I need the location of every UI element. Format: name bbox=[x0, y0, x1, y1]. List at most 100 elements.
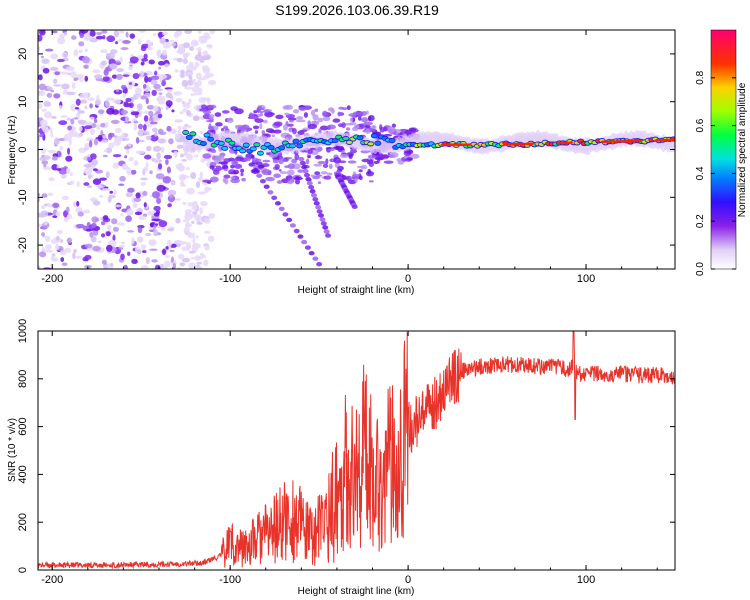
spectrogram-ytick-label: 0 bbox=[17, 146, 29, 152]
spectrogram-noise-cell bbox=[170, 179, 176, 186]
spectrogram-noise-cell bbox=[199, 207, 203, 215]
spectrogram-noise-cell bbox=[181, 159, 187, 162]
spectrogram-scatter-cell bbox=[256, 161, 263, 166]
spectrogram-noise-cell bbox=[163, 260, 171, 268]
spectrogram-noise-cell bbox=[207, 235, 215, 243]
spectrogram-scatter-cell bbox=[261, 130, 266, 135]
spectrogram-scatter-cell bbox=[209, 165, 215, 170]
spectrogram-noise-cell bbox=[66, 91, 76, 96]
spectrogram-noise-cell bbox=[99, 177, 107, 181]
spectrogram-noise-cell bbox=[51, 115, 57, 119]
snr-xtick-label: 100 bbox=[577, 574, 595, 586]
spectrogram-noise-cell bbox=[39, 156, 46, 162]
spectrogram-scatter-cell bbox=[266, 112, 276, 116]
spectrogram-noise-cell bbox=[192, 237, 196, 245]
spectrogram-noise-cell bbox=[39, 251, 47, 258]
spectrogram-noise-cell bbox=[156, 184, 166, 192]
spectrogram-noise-cell bbox=[129, 33, 136, 39]
spectrogram-scatter-cell bbox=[287, 163, 295, 170]
spectrogram-noise-cell bbox=[194, 61, 200, 68]
spectrogram-noise-cell bbox=[140, 45, 147, 52]
spectrogram-scatter-cell bbox=[354, 178, 358, 183]
snr-ytick-label: 400 bbox=[17, 465, 29, 483]
spectrogram-noise-cell bbox=[61, 51, 69, 59]
spectrogram-noise-cell bbox=[53, 93, 61, 99]
spectrogram-noise-cell bbox=[175, 163, 184, 170]
spectrogram-noise-cell bbox=[39, 119, 48, 127]
spectrogram-noise-cell bbox=[158, 66, 162, 70]
spectrogram-noise-cell bbox=[120, 253, 125, 260]
spectrogram-ridge-cell bbox=[268, 145, 274, 150]
spectrogram-peak-cell bbox=[668, 138, 675, 142]
spectrogram-noise-cell bbox=[51, 155, 58, 161]
spectrogram-streak-cell bbox=[308, 250, 315, 256]
spectrogram-noise-cell bbox=[48, 177, 55, 182]
spectrogram-scatter-cell bbox=[215, 122, 223, 127]
spectrogram-noise-cell bbox=[83, 167, 93, 175]
spectrogram-noise-cell bbox=[153, 229, 159, 237]
spectrogram-ridge-cell bbox=[186, 135, 193, 139]
spectrogram-noise-cell bbox=[182, 218, 190, 223]
spectrogram-scatter-cell bbox=[206, 181, 212, 184]
spectrogram-scatter-cell bbox=[332, 118, 341, 123]
spectrogram-noise-cell bbox=[60, 257, 65, 263]
spectrogram-noise-cell bbox=[165, 100, 173, 107]
spectrogram-halo-cell bbox=[671, 138, 675, 153]
spectrogram-ridge-cell bbox=[367, 142, 374, 146]
spectrogram-scatter-cell bbox=[303, 112, 309, 118]
spectrogram-scatter-cell bbox=[208, 123, 212, 129]
spectrogram-noise-cell bbox=[145, 135, 152, 141]
spectrogram-noise-cell bbox=[184, 209, 193, 213]
spectrogram-noise-cell bbox=[170, 243, 177, 248]
spectrogram-noise-cell bbox=[131, 169, 137, 175]
spectrogram-noise-cell bbox=[87, 185, 93, 189]
spectrogram-noise-cell bbox=[170, 256, 174, 263]
spectrogram-ylabel: Frequency (Hz) bbox=[7, 116, 18, 185]
spectrogram-noise-cell bbox=[67, 125, 73, 131]
spectrogram-noise-cell bbox=[105, 231, 111, 237]
spectrogram-scatter-cell bbox=[397, 160, 405, 165]
spectrogram-ridge-cell bbox=[389, 138, 395, 143]
spectrogram-scatter-cell bbox=[361, 158, 370, 163]
spectrogram-ytick-label: -20 bbox=[17, 237, 29, 253]
spectrogram-noise-cell bbox=[38, 197, 41, 203]
spectrogram-noise-cell bbox=[186, 244, 191, 251]
spectrogram-noise-cell bbox=[158, 92, 163, 95]
spectrogram-scatter-cell bbox=[199, 108, 209, 112]
spectrogram-noise-cell bbox=[70, 71, 77, 79]
spectrogram-noise-cell bbox=[118, 183, 125, 186]
spectrogram-noise-cell bbox=[190, 93, 197, 96]
spectrogram-noise-cell bbox=[119, 30, 125, 34]
spectrogram-noise-cell bbox=[150, 75, 160, 81]
spectrogram-noise-cell bbox=[188, 64, 195, 72]
spectrogram-ridge-cell bbox=[190, 132, 196, 136]
spectrogram-noise-cell bbox=[184, 223, 193, 228]
spectrogram-noise-cell bbox=[50, 53, 59, 60]
snr-frame bbox=[37, 330, 676, 571]
spectrogram-scatter-cell bbox=[276, 180, 283, 184]
spectrogram-scatter-cell bbox=[286, 169, 295, 176]
spectrogram-noise-cell bbox=[103, 149, 108, 153]
spectrogram-noise-cell bbox=[203, 259, 209, 267]
spectrogram-streak-cell bbox=[305, 176, 312, 182]
spectrogram-scatter-cell bbox=[337, 111, 341, 117]
spectrogram-noise-cell bbox=[121, 208, 127, 212]
spectrogram-noise-cell bbox=[179, 111, 184, 115]
spectrogram-noise-cell bbox=[84, 258, 89, 262]
spectrogram-noise-cell bbox=[132, 72, 140, 80]
spectrogram-noise-cell bbox=[199, 200, 208, 207]
spectrogram-streak-cell bbox=[322, 225, 329, 230]
spectrogram-scatter-cell bbox=[330, 108, 335, 114]
spectrogram-streak-cell bbox=[301, 239, 308, 245]
spectrogram-scatter-cell bbox=[305, 158, 310, 165]
spectrogram-noise-cell bbox=[131, 196, 136, 204]
spectrogram-ridge-cell bbox=[250, 147, 257, 151]
spectrogram-scatter-cell bbox=[319, 125, 329, 131]
spectrogram-noise-cell bbox=[89, 116, 95, 120]
spectrogram-streak-cell bbox=[303, 172, 310, 178]
spectrogram-scatter-cell bbox=[351, 173, 361, 180]
spectrogram-scatter-cell bbox=[279, 171, 288, 175]
spectrogram-noise-cell bbox=[198, 77, 206, 81]
spectrogram-noise-cell bbox=[78, 41, 85, 47]
spectrogram-noise-cell bbox=[166, 88, 173, 93]
